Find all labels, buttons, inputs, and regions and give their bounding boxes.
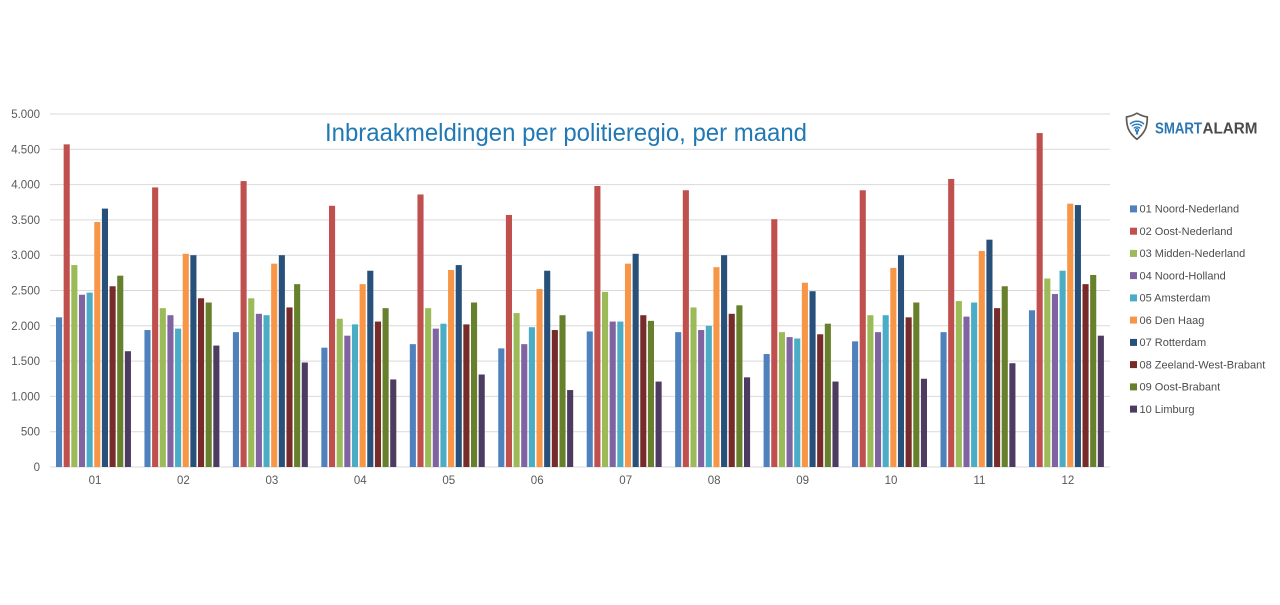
svg-text:1.500: 1.500 xyxy=(11,356,40,368)
svg-text:08 Zeeland-West-Brabant: 08 Zeeland-West-Brabant xyxy=(1140,359,1266,371)
svg-text:02: 02 xyxy=(177,475,190,487)
svg-text:10 Limburg: 10 Limburg xyxy=(1140,404,1195,416)
svg-text:09 Oost-Brabant: 09 Oost-Brabant xyxy=(1140,382,1221,394)
svg-text:SMART: SMART xyxy=(1155,121,1202,138)
svg-text:Inbraakmeldingen per politiere: Inbraakmeldingen per politieregio, per m… xyxy=(325,119,807,147)
svg-text:01 Noord-Nederland: 01 Noord-Nederland xyxy=(1140,204,1240,216)
svg-text:ALARM: ALARM xyxy=(1203,121,1258,138)
svg-text:07: 07 xyxy=(619,475,632,487)
svg-text:03: 03 xyxy=(266,475,279,487)
svg-text:03 Midden-Nederland: 03 Midden-Nederland xyxy=(1140,248,1246,260)
svg-text:4.500: 4.500 xyxy=(11,144,40,156)
svg-text:02 Oost-Nederland: 02 Oost-Nederland xyxy=(1140,226,1233,238)
svg-text:01: 01 xyxy=(89,475,102,487)
svg-text:05: 05 xyxy=(442,475,455,487)
svg-text:3.500: 3.500 xyxy=(11,215,40,227)
svg-text:05 Amsterdam: 05 Amsterdam xyxy=(1140,293,1211,305)
svg-text:10: 10 xyxy=(885,475,898,487)
svg-text:3.000: 3.000 xyxy=(11,250,40,262)
svg-text:5.000: 5.000 xyxy=(11,109,40,121)
svg-text:2.000: 2.000 xyxy=(11,321,40,333)
svg-text:04 Noord-Holland: 04 Noord-Holland xyxy=(1140,270,1226,282)
svg-text:2.500: 2.500 xyxy=(11,286,40,298)
svg-text:4.000: 4.000 xyxy=(11,180,40,192)
svg-text:08: 08 xyxy=(708,475,721,487)
svg-text:04: 04 xyxy=(354,475,367,487)
svg-text:11: 11 xyxy=(974,475,986,487)
svg-text:1.000: 1.000 xyxy=(11,391,40,403)
svg-text:06 Den Haag: 06 Den Haag xyxy=(1140,315,1205,327)
svg-text:12: 12 xyxy=(1062,475,1075,487)
svg-text:06: 06 xyxy=(531,475,544,487)
svg-text:500: 500 xyxy=(21,427,40,439)
svg-text:09: 09 xyxy=(796,475,809,487)
svg-text:07 Rotterdam: 07 Rotterdam xyxy=(1140,337,1207,349)
svg-text:0: 0 xyxy=(34,462,40,474)
